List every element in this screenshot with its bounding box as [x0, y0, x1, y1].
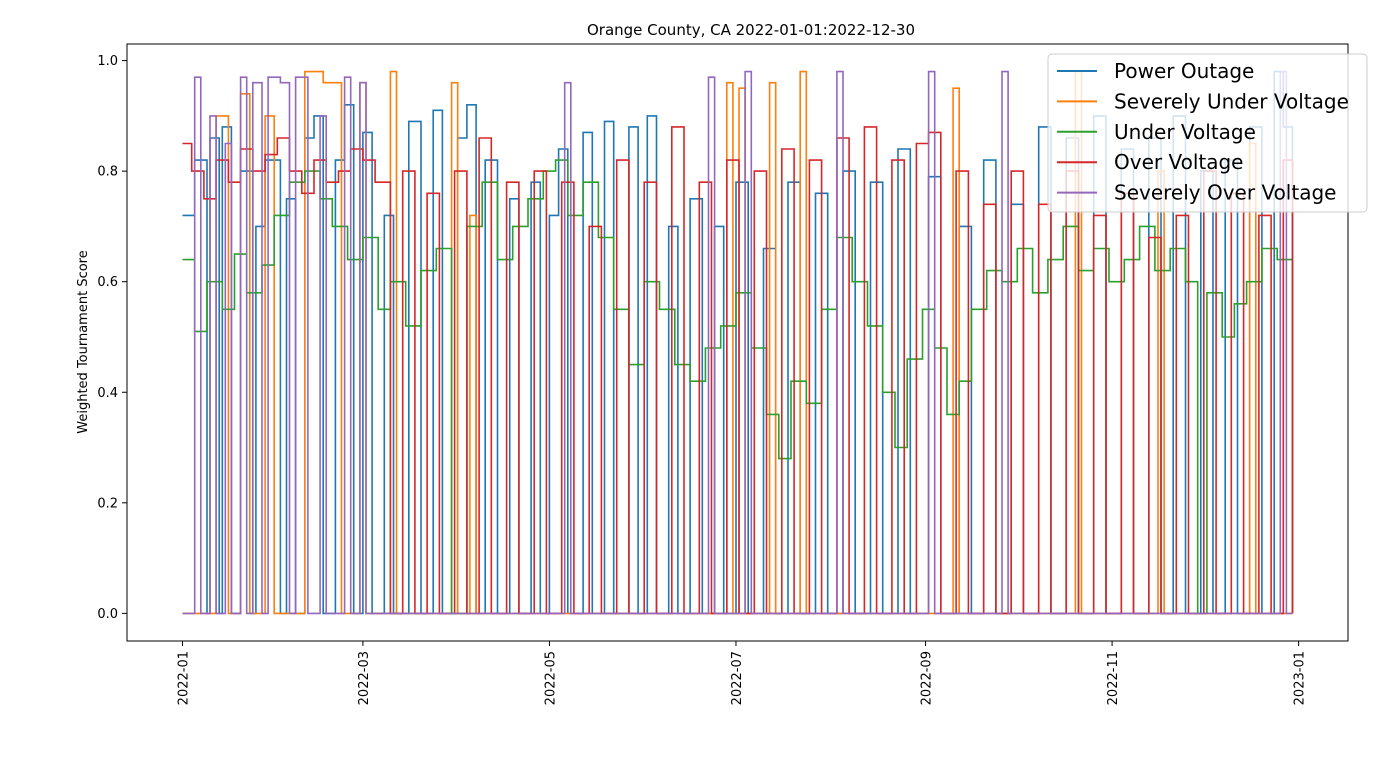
y-axis-label: Weighted Tournament Score [76, 250, 91, 433]
axis-layer: 0.0 0.2 0.4 0.6 0.8 1.0 2022-01 2022-03 2022-05 2… [97, 54, 1307, 705]
legend-label-3: Over Voltage [1114, 150, 1243, 174]
series-line-4 [182, 70, 1293, 615]
x-tick-label: 2023-01 [1293, 651, 1308, 705]
y-tick-label: 0.0 [97, 607, 118, 622]
legend-label-2: Under Voltage [1114, 120, 1256, 144]
y-tick-label: 0.4 [97, 386, 118, 401]
legend-box [1047, 53, 1368, 213]
y-tick-label: 0.8 [97, 165, 118, 180]
legend: Power Outage Severely Under Voltage Under … [1047, 53, 1368, 213]
x-tick-label: 2022-01 [177, 651, 192, 705]
legend-label-0: Power Outage [1114, 59, 1254, 83]
legend-label-1: Severely Under Voltage [1114, 89, 1349, 113]
x-tick-label: 2022-05 [543, 651, 558, 705]
legend-label-4: Severely Over Voltage [1114, 181, 1336, 205]
x-tick-label: 2022-07 [730, 651, 745, 705]
chart-title: Orange County, CA 2022-01-01:2022-12-30 [587, 21, 915, 39]
plot-frame [126, 43, 1349, 642]
y-tick-label: 0.6 [97, 275, 118, 290]
y-tick-label: 1.0 [97, 54, 118, 69]
x-tick-label: 2022-09 [920, 651, 935, 705]
y-tick-label: 0.2 [97, 496, 118, 511]
x-tick-label: 2022-11 [1106, 651, 1121, 705]
x-tick-label: 2022-03 [357, 651, 372, 705]
